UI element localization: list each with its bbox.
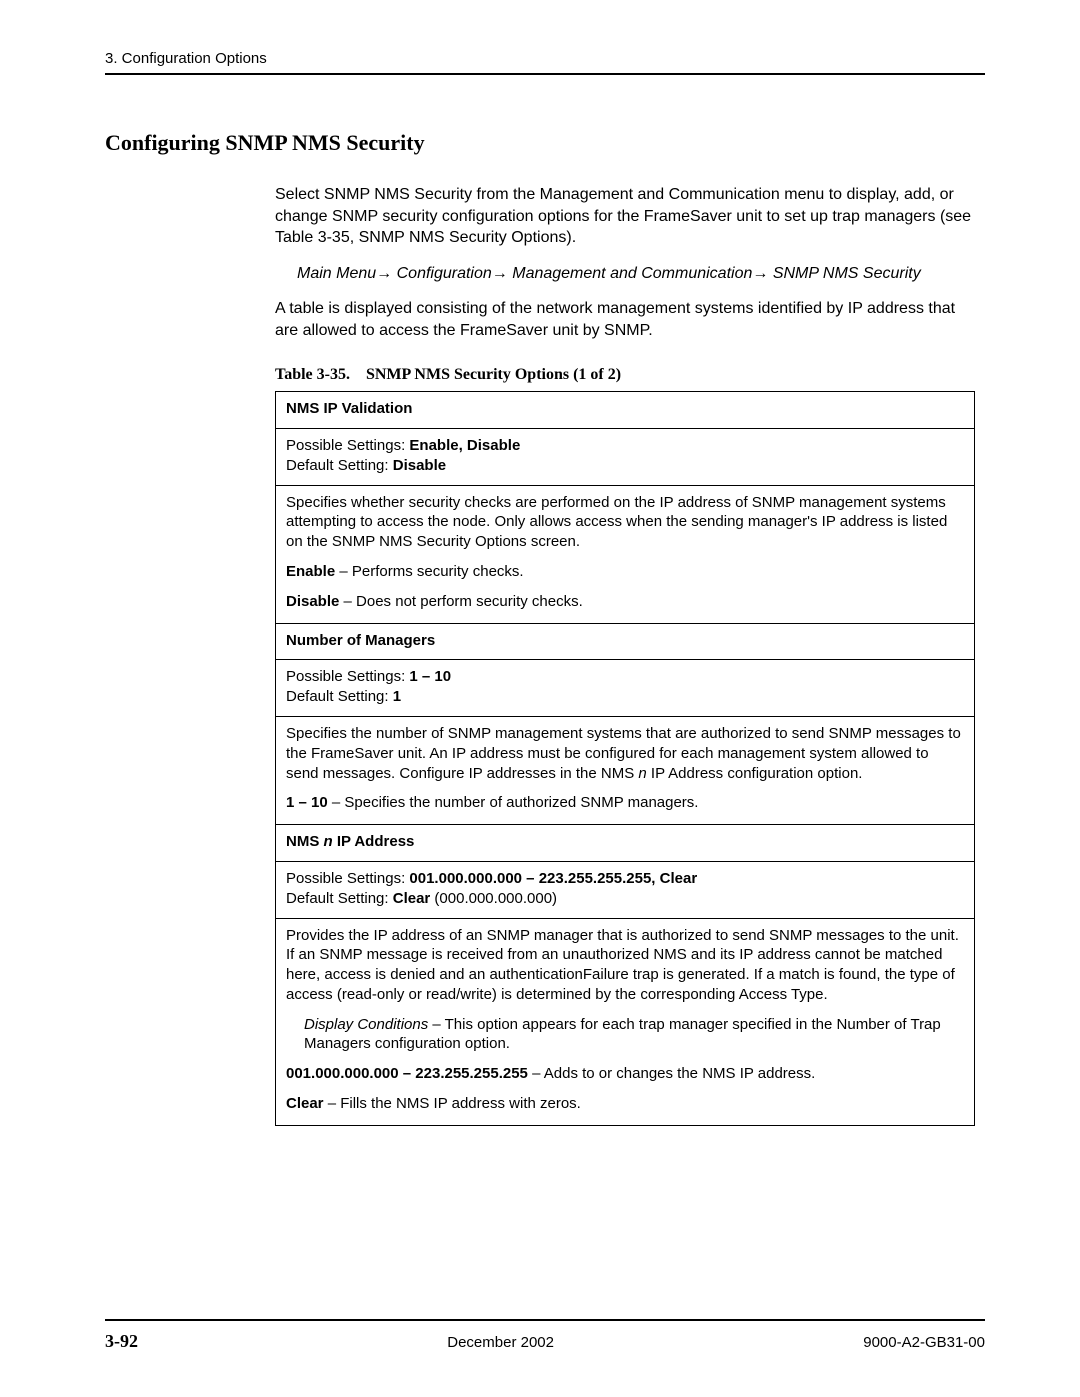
default-setting-extra: (000.000.000.000) <box>430 890 557 907</box>
option-name: NMS IP Validation <box>286 400 412 417</box>
option-header-cell: Number of Managers <box>276 623 975 660</box>
option-name-a: NMS <box>286 833 324 850</box>
nav-main: Main Menu <box>297 265 376 282</box>
table-row: NMS n IP Address <box>276 825 975 862</box>
option-name-b: IP Address <box>333 833 415 850</box>
description-cell: Specifies the number of SNMP management … <box>276 716 975 824</box>
default-setting-value: Disable <box>393 457 446 474</box>
nav-step-2: Management and Communication <box>512 265 752 282</box>
intro-paragraph: Select SNMP NMS Security from the Manage… <box>275 184 975 249</box>
option-name: Number of Managers <box>286 632 435 649</box>
table-row: Possible Settings: Enable, Disable Defau… <box>276 428 975 485</box>
range-label: 1 – 10 <box>286 794 328 811</box>
body-area: Select SNMP NMS Security from the Manage… <box>275 184 975 1126</box>
default-setting-value: Clear <box>393 890 431 907</box>
disable-text: – Does not perform security checks. <box>339 593 582 610</box>
table-row: Specifies the number of SNMP management … <box>276 716 975 824</box>
description-n: n <box>638 765 646 782</box>
enable-label: Enable <box>286 563 335 580</box>
range-text: – Specifies the number of authorized SNM… <box>328 794 699 811</box>
disable-label: Disable <box>286 593 339 610</box>
table-title: Table 3-35. SNMP NMS Security Options (1… <box>275 364 975 386</box>
clear-label: Clear <box>286 1095 324 1112</box>
table-row: NMS IP Validation <box>276 392 975 429</box>
table-row: Possible Settings: 1 – 10 Default Settin… <box>276 660 975 717</box>
nav-path: Main Menu→ Configuration→ Management and… <box>275 263 975 285</box>
table-row: Provides the IP address of an SNMP manag… <box>276 918 975 1125</box>
page-container: 3. Configuration Options Configuring SNM… <box>0 0 1080 1397</box>
table-row: Specifies whether security checks are pe… <box>276 485 975 623</box>
description-text: Provides the IP address of an SNMP manag… <box>286 926 964 1005</box>
options-table: NMS IP Validation Possible Settings: Ena… <box>275 391 975 1126</box>
settings-cell: Possible Settings: 001.000.000.000 – 223… <box>276 861 975 918</box>
possible-settings-label: Possible Settings: <box>286 668 409 685</box>
page-number: 3-92 <box>105 1331 138 1352</box>
arrow-icon: → <box>752 265 768 282</box>
ip-range-text: – Adds to or changes the NMS IP address. <box>528 1065 815 1082</box>
default-setting-label: Default Setting: <box>286 890 393 907</box>
possible-settings-label: Possible Settings: <box>286 870 409 887</box>
nav-step-3: SNMP NMS Security <box>773 265 921 282</box>
arrow-icon: → <box>376 265 392 282</box>
description-cell: Specifies whether security checks are pe… <box>276 485 975 623</box>
default-setting-value: 1 <box>393 688 401 705</box>
table-row: Number of Managers <box>276 623 975 660</box>
possible-settings-value: Enable, Disable <box>409 437 520 454</box>
option-name-n: n <box>324 833 333 850</box>
description-text: Specifies whether security checks are pe… <box>286 493 964 552</box>
default-setting-label: Default Setting: <box>286 688 393 705</box>
settings-cell: Possible Settings: 1 – 10 Default Settin… <box>276 660 975 717</box>
option-header-cell: NMS n IP Address <box>276 825 975 862</box>
arrow-icon: → <box>492 265 508 282</box>
nav-step-1: Configuration <box>397 265 492 282</box>
footer: 3-92 December 2002 9000-A2-GB31-00 <box>105 1319 985 1352</box>
description-cell: Provides the IP address of an SNMP manag… <box>276 918 975 1125</box>
footer-date: December 2002 <box>447 1334 554 1351</box>
default-setting-label: Default Setting: <box>286 457 393 474</box>
possible-settings-value: 001.000.000.000 – 223.255.255.255, Clear <box>409 870 697 887</box>
option-header-cell: NMS IP Validation <box>276 392 975 429</box>
settings-cell: Possible Settings: Enable, Disable Defau… <box>276 428 975 485</box>
display-conditions-label: Display Conditions <box>304 1016 428 1033</box>
ip-range-label: 001.000.000.000 – 223.255.255.255 <box>286 1065 528 1082</box>
section-title: Configuring SNMP NMS Security <box>105 130 985 156</box>
header-breadcrumb: 3. Configuration Options <box>105 50 985 75</box>
description-text-b: IP Address configuration option. <box>647 765 863 782</box>
after-nav-paragraph: A table is displayed consisting of the n… <box>275 298 975 341</box>
possible-settings-label: Possible Settings: <box>286 437 409 454</box>
clear-text: – Fills the NMS IP address with zeros. <box>324 1095 581 1112</box>
possible-settings-value: 1 – 10 <box>409 668 451 685</box>
footer-doc-id: 9000-A2-GB31-00 <box>863 1334 985 1351</box>
enable-text: – Performs security checks. <box>335 563 523 580</box>
table-row: Possible Settings: 001.000.000.000 – 223… <box>276 861 975 918</box>
